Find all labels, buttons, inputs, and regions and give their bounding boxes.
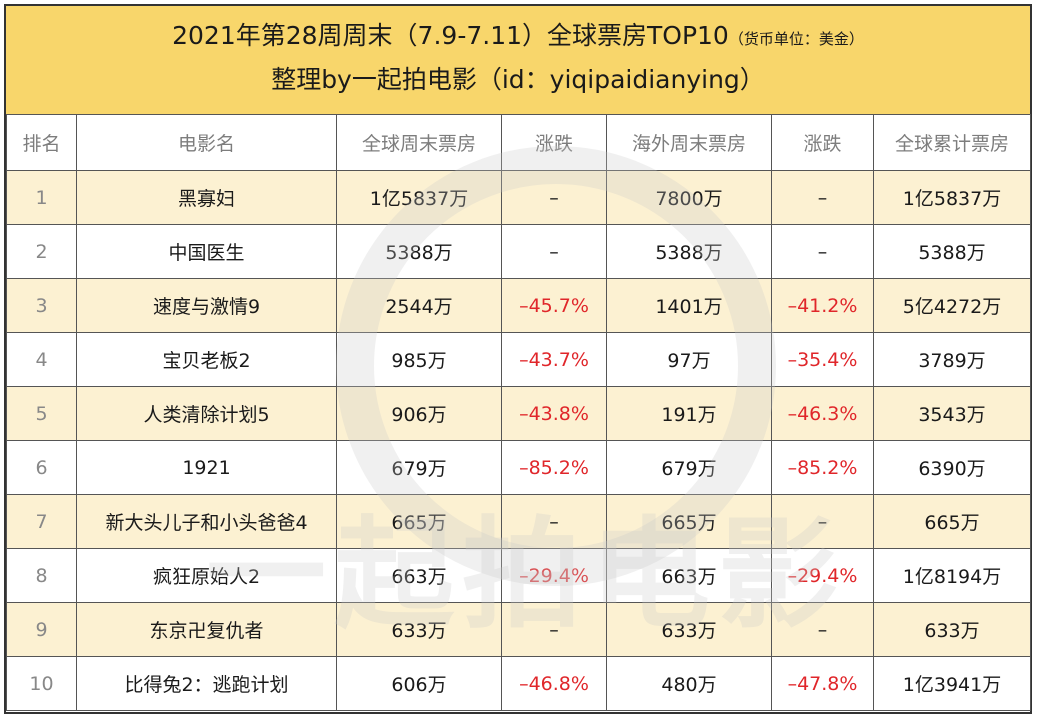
- box-office-table: 排名 电影名 全球周末票房 涨跌 海外周末票房 涨跌 全球累计票房 1 黑寡妇 1亿…: [6, 114, 1031, 711]
- cell-global-weekend: 663万: [336, 548, 502, 603]
- cell-global-change: –: [501, 602, 607, 657]
- title-banner: 2021年第28周周末（7.9-7.11）全球票房TOP10（货币单位：美金） …: [6, 6, 1030, 116]
- cell-movie-title: 比得兔2：逃跑计划: [76, 656, 337, 711]
- currency-note: （货币单位：美金）: [728, 30, 864, 48]
- cell-rank: 2: [6, 224, 77, 279]
- col-header-global-change: 涨跌: [501, 114, 607, 171]
- cell-overseas-change: –: [771, 224, 874, 279]
- col-header-overseas-change: 涨跌: [771, 114, 874, 171]
- cell-global-weekend: 985万: [336, 332, 502, 387]
- page-subtitle: 整理by一起拍电影（id：yiqipaidianying）: [271, 65, 765, 94]
- col-header-cumulative: 全球累计票房: [873, 114, 1031, 171]
- cell-rank: 8: [6, 548, 77, 603]
- col-header-title: 电影名: [76, 114, 337, 171]
- cell-global-weekend: 2544万: [336, 278, 502, 333]
- cell-global-weekend: 1亿5837万: [336, 170, 502, 225]
- cell-rank: 10: [6, 656, 77, 711]
- cell-overseas-change: –85.2%: [771, 440, 874, 495]
- cell-global-weekend: 679万: [336, 440, 502, 495]
- cell-global-weekend: 633万: [336, 602, 502, 657]
- title-text: 2021年第28周周末（7.9-7.11）全球票房TOP10: [172, 21, 729, 50]
- cell-overseas-change: –: [771, 602, 874, 657]
- cell-cumulative: 3789万: [873, 332, 1031, 387]
- table-row: 4 宝贝老板2 985万 –43.7% 97万 –35.4% 3789万: [6, 332, 1031, 387]
- table-row: 1 黑寡妇 1亿5837万 –7800万 –1亿5837万: [6, 170, 1031, 225]
- cell-cumulative: 1亿5837万: [873, 170, 1031, 225]
- cell-movie-title: 疯狂原始人2: [76, 548, 337, 603]
- cell-overseas-change: –41.2%: [771, 278, 874, 333]
- cell-overseas-change: –46.3%: [771, 386, 874, 441]
- cell-movie-title: 人类清除计划5: [76, 386, 337, 441]
- cell-rank: 1: [6, 170, 77, 225]
- cell-overseas-change: –47.8%: [771, 656, 874, 711]
- page-title: 2021年第28周周末（7.9-7.11）全球票房TOP10（货币单位：美金）: [6, 20, 1030, 55]
- cell-overseas-weekend: 5388万: [606, 224, 772, 279]
- table-row: 10 比得兔2：逃跑计划 606万 –46.8% 480万 –47.8% 1亿3941万: [6, 656, 1031, 711]
- table-header-row: 排名 电影名 全球周末票房 涨跌 海外周末票房 涨跌 全球累计票房: [6, 114, 1031, 171]
- cell-overseas-change: –: [771, 494, 874, 549]
- cell-global-weekend: 906万: [336, 386, 502, 441]
- table-row: 7 新大头儿子和小头爸爸4 665万 –665万 –665万: [6, 494, 1031, 549]
- cell-global-change: –85.2%: [501, 440, 607, 495]
- cell-movie-title: 黑寡妇: [76, 170, 337, 225]
- cell-cumulative: 1亿3941万: [873, 656, 1031, 711]
- cell-overseas-change: –35.4%: [771, 332, 874, 387]
- col-header-overseas-weekend: 海外周末票房: [606, 114, 772, 171]
- cell-overseas-weekend: 1401万: [606, 278, 772, 333]
- cell-rank: 6: [6, 440, 77, 495]
- cell-cumulative: 3543万: [873, 386, 1031, 441]
- col-header-rank: 排名: [6, 114, 77, 171]
- table-row: 8 疯狂原始人2 663万 –29.4% 663万 –29.4% 1亿8194万: [6, 548, 1031, 603]
- col-header-global-weekend: 全球周末票房: [336, 114, 502, 171]
- cell-cumulative: 633万: [873, 602, 1031, 657]
- table-row: 6 1921 679万 –85.2% 679万 –85.2% 6390万: [6, 440, 1031, 495]
- cell-global-change: –43.8%: [501, 386, 607, 441]
- cell-rank: 9: [6, 602, 77, 657]
- table-row: 9 东京卍复仇者 633万 –633万 –633万: [6, 602, 1031, 657]
- cell-global-change: –: [501, 170, 607, 225]
- table-body: 1 黑寡妇 1亿5837万 –7800万 –1亿5837万 2 中国医生 5388万 –5388…: [6, 170, 1031, 711]
- cell-rank: 3: [6, 278, 77, 333]
- cell-overseas-weekend: 633万: [606, 602, 772, 657]
- cell-movie-title: 新大头儿子和小头爸爸4: [76, 494, 337, 549]
- cell-overseas-weekend: 663万: [606, 548, 772, 603]
- cell-movie-title: 速度与激情9: [76, 278, 337, 333]
- cell-overseas-change: –: [771, 170, 874, 225]
- cell-overseas-weekend: 480万: [606, 656, 772, 711]
- cell-cumulative: 1亿8194万: [873, 548, 1031, 603]
- cell-global-change: –29.4%: [501, 548, 607, 603]
- cell-overseas-weekend: 97万: [606, 332, 772, 387]
- cell-movie-title: 中国医生: [76, 224, 337, 279]
- cell-overseas-weekend: 679万: [606, 440, 772, 495]
- cell-overseas-change: –29.4%: [771, 548, 874, 603]
- box-office-chart: 2021年第28周周末（7.9-7.11）全球票房TOP10（货币单位：美金） …: [4, 4, 1032, 714]
- cell-global-change: –43.7%: [501, 332, 607, 387]
- table-row: 2 中国医生 5388万 –5388万 –5388万: [6, 224, 1031, 279]
- cell-global-change: –46.8%: [501, 656, 607, 711]
- cell-movie-title: 宝贝老板2: [76, 332, 337, 387]
- cell-cumulative: 5亿4272万: [873, 278, 1031, 333]
- cell-cumulative: 665万: [873, 494, 1031, 549]
- cell-overseas-weekend: 665万: [606, 494, 772, 549]
- cell-movie-title: 1921: [76, 440, 337, 495]
- cell-rank: 5: [6, 386, 77, 441]
- cell-global-weekend: 606万: [336, 656, 502, 711]
- cell-global-weekend: 5388万: [336, 224, 502, 279]
- cell-global-change: –: [501, 494, 607, 549]
- cell-overseas-weekend: 191万: [606, 386, 772, 441]
- cell-global-change: –45.7%: [501, 278, 607, 333]
- cell-rank: 7: [6, 494, 77, 549]
- cell-global-weekend: 665万: [336, 494, 502, 549]
- cell-cumulative: 5388万: [873, 224, 1031, 279]
- cell-cumulative: 6390万: [873, 440, 1031, 495]
- cell-global-change: –: [501, 224, 607, 279]
- table-row: 3 速度与激情9 2544万 –45.7% 1401万 –41.2% 5亿4272万: [6, 278, 1031, 333]
- table-row: 5 人类清除计划5 906万 –43.8% 191万 –46.3% 3543万: [6, 386, 1031, 441]
- cell-movie-title: 东京卍复仇者: [76, 602, 337, 657]
- cell-rank: 4: [6, 332, 77, 387]
- cell-overseas-weekend: 7800万: [606, 170, 772, 225]
